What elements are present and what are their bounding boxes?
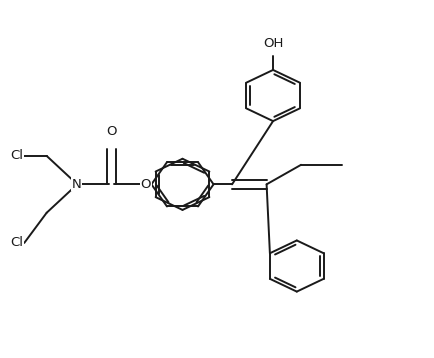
Text: Cl: Cl — [10, 149, 23, 163]
Text: N: N — [72, 178, 82, 191]
Text: O: O — [141, 178, 151, 191]
Text: O: O — [106, 125, 117, 138]
Text: Cl: Cl — [10, 236, 23, 250]
Text: OH: OH — [263, 37, 283, 50]
